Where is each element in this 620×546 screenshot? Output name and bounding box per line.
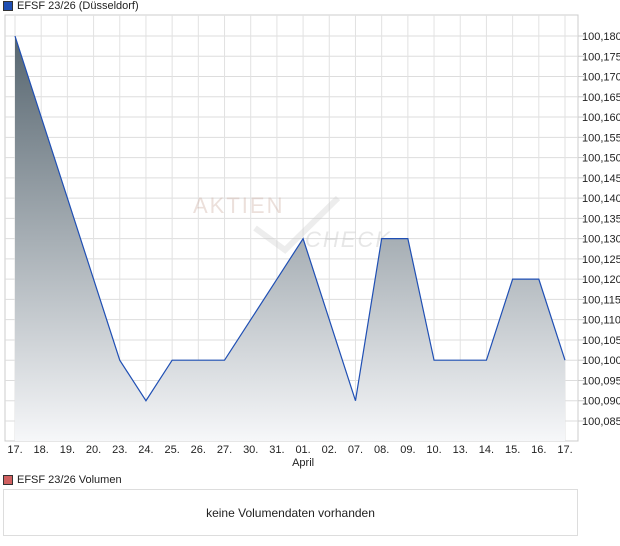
- price-line: [14, 35, 566, 402]
- y-tick-label: 100,135: [582, 213, 620, 225]
- x-tick-label: 25.: [164, 444, 179, 456]
- x-tick-label: 17.: [557, 444, 572, 456]
- x-tick-label: 10.: [426, 444, 441, 456]
- price-legend: EFSF 23/26 (Düsseldorf): [3, 0, 139, 12]
- x-tick-label: 31.: [269, 444, 284, 456]
- y-tick-label: 100,105: [582, 335, 620, 347]
- y-tick-label: 100,125: [582, 254, 620, 266]
- volume-legend: EFSF 23/26 Volumen: [3, 474, 122, 486]
- volume-legend-label: EFSF 23/26 Volumen: [17, 474, 122, 486]
- y-tick-label: 100,095: [582, 375, 620, 387]
- x-tick-label: 24.: [138, 444, 153, 456]
- volume-legend-swatch: [3, 475, 13, 485]
- volume-chart: keine Volumendaten vorhanden: [3, 489, 578, 536]
- x-tick-label: 27.: [217, 444, 232, 456]
- x-tick-label: 19.: [60, 444, 75, 456]
- y-tick-label: 100,115: [582, 294, 620, 306]
- x-tick-label: 02.: [322, 444, 337, 456]
- x-tick-label: 26.: [191, 444, 206, 456]
- y-axis-ticks: 100,085 100,090 100,095 100,100 100,105 100,1…: [578, 31, 620, 428]
- x-month-label: April: [292, 457, 314, 469]
- x-tick-label: 14.: [479, 444, 494, 456]
- y-tick-label: 100,145: [582, 173, 620, 185]
- volume-empty-message: keine Volumendaten vorhanden: [206, 505, 375, 520]
- x-axis-ticks: 17. 18. 19. 20. 23. 24. 25. 26. 27. 30. 31. 01. 02. 0…: [7, 444, 572, 456]
- x-tick-label: 17.: [7, 444, 22, 456]
- x-tick-label: 20.: [86, 444, 101, 456]
- y-tick-label: 100,165: [582, 92, 620, 104]
- price-legend-label: EFSF 23/26 (Düsseldorf): [17, 0, 139, 12]
- price-legend-swatch: [3, 1, 13, 11]
- y-tick-label: 100,160: [582, 112, 620, 124]
- x-tick-label: 15.: [505, 444, 520, 456]
- y-tick-label: 100,140: [582, 193, 620, 205]
- y-tick-label: 100,170: [582, 72, 620, 84]
- watermark-text-2: CHECK: [305, 227, 392, 252]
- x-tick-label: 08.: [374, 444, 389, 456]
- watermark-text-1: AKTIEN: [193, 193, 284, 218]
- x-tick-label: 30.: [243, 444, 258, 456]
- x-tick-label: 09.: [400, 444, 415, 456]
- x-tick-label: 13.: [453, 444, 468, 456]
- y-tick-label: 100,090: [582, 396, 620, 408]
- y-tick-label: 100,110: [582, 315, 620, 327]
- x-tick-label: 16.: [531, 444, 546, 456]
- y-tick-label: 100,150: [582, 153, 620, 165]
- y-tick-label: 100,085: [582, 416, 620, 428]
- price-chart: AKTIEN CHECK 100,085 100,090 100,095 100,10…: [4, 14, 620, 469]
- watermark-logo: AKTIEN CHECK: [193, 193, 392, 254]
- x-tick-label: 23.: [112, 444, 127, 456]
- y-tick-label: 100,155: [582, 132, 620, 144]
- price-area: [15, 36, 565, 441]
- x-tick-label: 18.: [34, 444, 49, 456]
- y-tick-label: 100,175: [582, 51, 620, 63]
- y-tick-label: 100,130: [582, 234, 620, 246]
- y-tick-label: 100,100: [582, 355, 620, 367]
- x-tick-label: 07.: [348, 444, 363, 456]
- watermark-check-icon: [253, 195, 341, 254]
- y-tick-label: 100,180: [582, 31, 620, 43]
- x-tick-label: 01.: [295, 444, 310, 456]
- y-tick-label: 100,120: [582, 274, 620, 286]
